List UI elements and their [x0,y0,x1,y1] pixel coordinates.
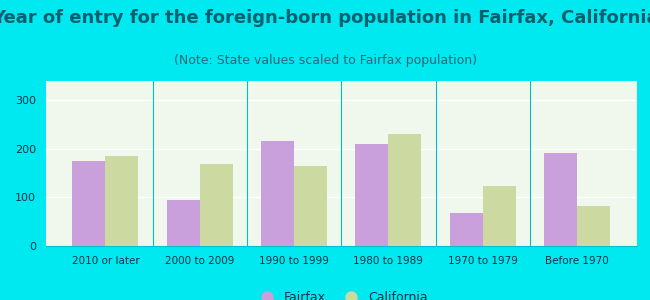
Text: (Note: State values scaled to Fairfax population): (Note: State values scaled to Fairfax po… [174,54,476,67]
Bar [356,144,389,246]
Bar [577,206,610,246]
Bar [200,164,233,246]
Bar [483,186,516,246]
Bar [544,153,577,246]
Bar [389,134,421,246]
Bar [166,200,200,246]
Bar [105,156,138,246]
Bar [72,161,105,246]
Legend: Fairfax, California: Fairfax, California [249,286,434,300]
Text: Year of entry for the foreign-born population in Fairfax, California: Year of entry for the foreign-born popul… [0,9,650,27]
Bar [450,213,483,246]
Bar [261,141,294,246]
Bar [294,166,327,246]
